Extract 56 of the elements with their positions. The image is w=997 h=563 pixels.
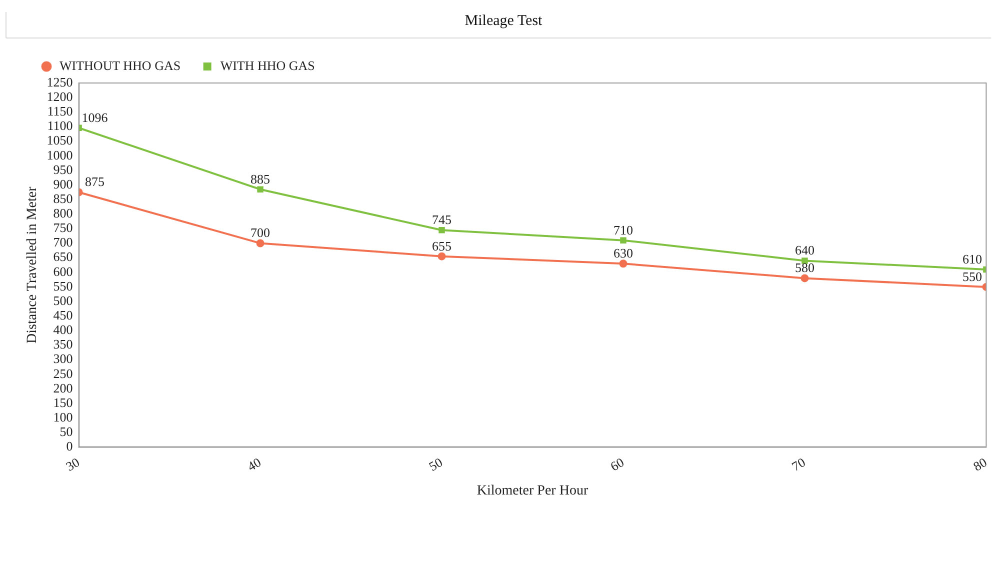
data-label: 1096: [82, 110, 108, 125]
data-label: 745: [432, 212, 452, 228]
data-label: 640: [794, 242, 814, 258]
x-axis-title: Kilometer Per Hour: [476, 483, 588, 498]
point: [438, 227, 445, 234]
point: [619, 260, 628, 268]
y-tick-label: 600: [53, 264, 73, 279]
x-tick-label: 30: [63, 454, 82, 474]
y-tick-label: 350: [53, 336, 73, 352]
y-tick-label: 850: [53, 190, 73, 206]
data-label: 655: [432, 238, 452, 254]
data-label: 700: [250, 225, 270, 240]
x-tick-label: 60: [608, 454, 626, 474]
y-tick-label: 1050: [46, 132, 73, 148]
y-tick-label: 0: [66, 438, 73, 454]
y-tick-label: 1100: [47, 118, 73, 134]
point: [620, 237, 626, 244]
x-tick-label: 40: [244, 454, 264, 474]
chart-title: Mileage Test: [464, 12, 544, 29]
y-tick-label: 1250: [46, 74, 73, 90]
data-label: 550: [962, 268, 982, 284]
y-tick-label: 800: [53, 206, 73, 221]
y-tick-label: 700: [53, 234, 73, 250]
y-tick-label: 900: [53, 176, 73, 192]
legend-label: WITH HHO GAS: [220, 58, 315, 73]
data-label: 630: [613, 246, 633, 261]
y-tick-label: 250: [53, 366, 73, 381]
y-tick-label: 50: [60, 424, 73, 440]
y-tick-label: 150: [53, 394, 73, 410]
y-tick-label: 1150: [47, 104, 73, 119]
y-tick-label: 300: [53, 351, 73, 366]
y-tick-label: 1200: [46, 88, 73, 104]
legend-label: WITHOUT HHO GAS: [60, 58, 181, 73]
point: [800, 274, 809, 282]
point: [257, 186, 264, 192]
y-tick-label: 950: [53, 162, 73, 177]
y-tick-label: 200: [53, 380, 73, 396]
y-tick-label: 750: [53, 220, 73, 236]
data-label: 885: [250, 171, 270, 186]
y-tick-label: 1000: [46, 147, 73, 162]
x-tick-label: 50: [426, 454, 445, 474]
y-axis-title: Distance Travelled in Meter: [25, 186, 40, 344]
y-tick-label: 100: [53, 409, 73, 424]
y-tick-label: 400: [53, 322, 73, 338]
data-label: 875: [85, 174, 105, 190]
point: [256, 239, 264, 248]
y-tick-label: 550: [53, 278, 73, 294]
point: [438, 252, 446, 260]
x-tick-label: 70: [789, 454, 808, 474]
y-tick-label: 650: [53, 249, 73, 264]
y-tick-label: 500: [53, 292, 73, 308]
data-label: 580: [794, 260, 814, 276]
data-label: 710: [613, 222, 633, 238]
x-tick-label: 80: [970, 454, 990, 474]
y-tick-label: 450: [53, 308, 73, 323]
data-label: 610: [962, 251, 982, 266]
